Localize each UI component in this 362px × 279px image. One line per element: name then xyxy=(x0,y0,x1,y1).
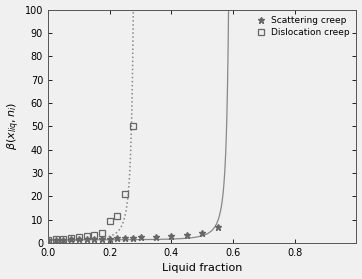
Scattering creep xyxy=(131,236,135,240)
Dislocation creep xyxy=(115,215,119,218)
Scattering creep xyxy=(215,225,220,228)
Scattering creep xyxy=(108,237,112,240)
Dislocation creep xyxy=(69,237,73,240)
Scattering creep xyxy=(138,236,143,239)
Scattering creep xyxy=(46,238,50,241)
Scattering creep xyxy=(154,235,158,238)
Dislocation creep xyxy=(54,238,58,241)
Dislocation creep xyxy=(108,219,112,223)
Dislocation creep xyxy=(131,125,135,128)
Scattering creep xyxy=(200,231,205,234)
Scattering creep xyxy=(84,237,89,241)
Scattering creep xyxy=(92,237,96,241)
Dislocation creep xyxy=(46,238,50,241)
Scattering creep xyxy=(169,234,173,238)
Scattering creep xyxy=(61,238,66,241)
Dislocation creep xyxy=(84,234,89,238)
Scattering creep xyxy=(100,237,104,240)
Scattering creep xyxy=(77,238,81,241)
Dislocation creep xyxy=(100,231,104,234)
Line: Scattering creep: Scattering creep xyxy=(45,223,221,243)
Scattering creep xyxy=(69,238,73,241)
Dislocation creep xyxy=(123,192,127,196)
Dislocation creep xyxy=(77,235,81,239)
Line: Dislocation creep: Dislocation creep xyxy=(45,123,136,243)
Scattering creep xyxy=(123,236,127,240)
Scattering creep xyxy=(115,237,119,240)
Dislocation creep xyxy=(92,233,96,237)
Scattering creep xyxy=(185,233,189,237)
Legend: Scattering creep, Dislocation creep: Scattering creep, Dislocation creep xyxy=(253,14,352,39)
X-axis label: Liquid fraction: Liquid fraction xyxy=(162,263,243,273)
Y-axis label: $\beta(x_{liq},n_i)$: $\beta(x_{liq},n_i)$ xyxy=(5,102,22,150)
Scattering creep xyxy=(54,238,58,241)
Dislocation creep xyxy=(61,237,66,240)
